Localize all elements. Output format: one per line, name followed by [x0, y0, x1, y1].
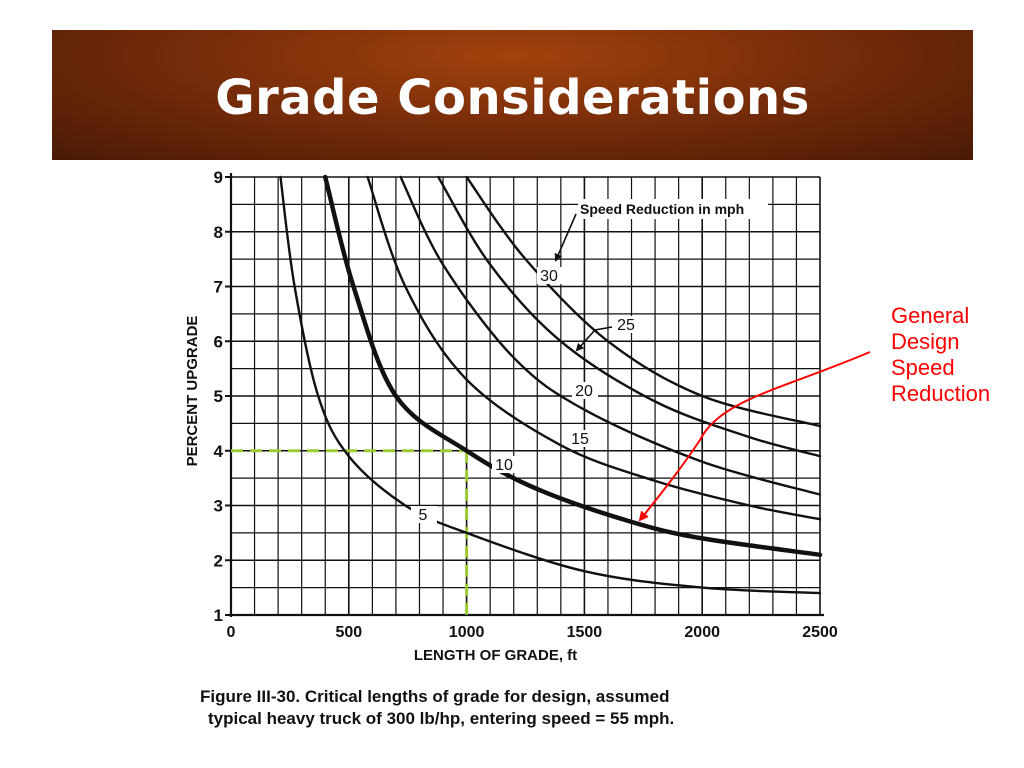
y-tick-label: 9	[214, 168, 223, 187]
callout-arrow	[638, 351, 871, 522]
x-tick-label: 2500	[802, 624, 838, 641]
curve-15-mph	[366, 175, 822, 521]
caption-line-1: Figure III-30. Critical lengths of grade…	[200, 687, 670, 706]
legend-pointer	[554, 213, 577, 262]
chart-annotations	[554, 213, 871, 522]
chart-curves	[279, 174, 823, 595]
x-tick-label: 0	[227, 624, 236, 641]
callout-line: Speed	[891, 355, 955, 380]
label-25-pointer	[575, 326, 613, 352]
curve-label-10: 10	[495, 457, 513, 474]
x-tick-label: 1000	[449, 624, 485, 641]
callout-line: Design	[891, 329, 960, 354]
y-tick-label: 1	[214, 606, 223, 625]
curve-label-25: 25	[617, 317, 635, 334]
y-tick-label: 2	[214, 551, 223, 570]
curve-10-mph	[322, 174, 823, 558]
y-tick-label: 6	[214, 332, 223, 351]
curve-5-mph	[279, 175, 822, 595]
x-axis-label: LENGTH OF GRADE, ft	[414, 647, 577, 664]
slide-title: Grade Considerations	[215, 70, 810, 126]
curve-25-mph	[437, 175, 822, 458]
curve-30-mph	[465, 175, 822, 428]
y-tick-label: 3	[214, 497, 223, 516]
x-tick-label: 500	[335, 624, 362, 641]
chart-grid	[229, 173, 824, 617]
y-tick-label: 7	[214, 278, 223, 297]
title-bar: Grade Considerations	[52, 30, 973, 160]
callout-line: General	[891, 303, 970, 328]
callout-line: Reduction	[891, 381, 991, 406]
curve-20-mph	[399, 175, 822, 496]
chart-ticks: 1 2 3 4 5 6 7 8 9 0 500 1000 1500 2000 2500	[214, 168, 838, 641]
curve-label-bg	[614, 316, 640, 333]
x-tick-label: 2000	[684, 624, 720, 641]
y-axis-label: PERCENT UPGRADE	[184, 316, 201, 467]
curve-label-5: 5	[419, 507, 428, 524]
figure-caption: Figure III-30. Critical lengths of grade…	[200, 686, 840, 730]
curve-label-20: 20	[575, 383, 593, 400]
curve-label-bg	[492, 456, 518, 473]
legend-title: Speed Reduction in mph	[580, 201, 744, 217]
x-tick-label: 1500	[567, 624, 603, 641]
curve-label-bg	[568, 430, 594, 447]
caption-line-2: typical heavy truck of 300 lb/hp, enteri…	[208, 709, 675, 728]
y-tick-label: 4	[214, 442, 224, 461]
y-tick-label: 5	[214, 387, 223, 406]
callout-text: General Design Speed Reduction	[891, 303, 990, 407]
curve-label-15: 15	[571, 431, 589, 448]
y-tick-label: 8	[214, 223, 223, 242]
curve-label-bg	[572, 382, 598, 399]
curve-label-30: 30	[540, 268, 558, 285]
legend-title-bg	[578, 199, 768, 219]
curve-label-bg	[411, 506, 437, 523]
curve-label-bg	[537, 267, 563, 284]
